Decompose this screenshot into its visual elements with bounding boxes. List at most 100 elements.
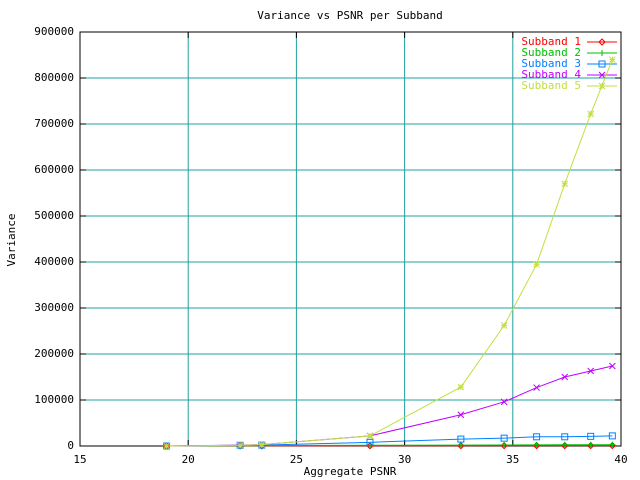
y-tick-label: 600000 bbox=[34, 163, 74, 176]
data-point bbox=[500, 398, 508, 406]
marker-stroke bbox=[533, 260, 540, 268]
x-tick-label: 15 bbox=[73, 453, 86, 466]
y-tick-label: 0 bbox=[67, 439, 74, 452]
marker-stroke bbox=[608, 362, 616, 370]
legend-marker bbox=[598, 60, 606, 68]
legend-label: Subband 3 bbox=[521, 57, 581, 70]
marker-shape bbox=[598, 60, 606, 68]
x-tick-label: 35 bbox=[506, 453, 519, 466]
marker-shape bbox=[500, 434, 508, 442]
data-point bbox=[500, 322, 508, 329]
data-point bbox=[457, 383, 465, 391]
data-point bbox=[609, 441, 616, 448]
data-point bbox=[532, 441, 541, 450]
marker-stroke bbox=[598, 71, 606, 79]
marker-stroke bbox=[533, 384, 540, 391]
data-point bbox=[587, 432, 595, 440]
marker-stroke bbox=[457, 411, 465, 419]
data-point bbox=[561, 433, 569, 441]
marker-shape bbox=[457, 442, 465, 450]
data-point bbox=[533, 384, 540, 391]
legend-label: Subband 5 bbox=[521, 79, 581, 92]
data-point bbox=[533, 441, 540, 448]
legend-marker bbox=[598, 71, 606, 79]
data-point bbox=[500, 434, 508, 442]
plot-border bbox=[79, 31, 622, 447]
data-point bbox=[366, 432, 374, 440]
data-point bbox=[457, 442, 464, 449]
data-point bbox=[533, 433, 541, 441]
data-point bbox=[366, 438, 374, 446]
marker-shape bbox=[533, 433, 541, 441]
data-point bbox=[236, 441, 244, 449]
legend-label: Subband 2 bbox=[521, 46, 581, 59]
marker-shape bbox=[500, 441, 508, 450]
y-axis-label: Variance bbox=[5, 214, 18, 267]
marker-shape bbox=[598, 38, 606, 46]
series-line bbox=[166, 444, 613, 447]
series-line bbox=[166, 365, 613, 447]
marker-stroke bbox=[500, 398, 508, 406]
marker-stroke bbox=[587, 367, 595, 375]
x-tick-label: 40 bbox=[614, 453, 627, 466]
x-axis-label: Aggregate PSNR bbox=[304, 465, 397, 478]
data-point bbox=[608, 441, 617, 450]
data-point bbox=[587, 441, 594, 448]
data-point bbox=[533, 260, 540, 268]
marker-shape bbox=[532, 441, 541, 450]
y-tick-label: 400000 bbox=[34, 255, 74, 268]
chart-title: Variance vs PSNR per Subband bbox=[257, 9, 442, 22]
data-point bbox=[457, 442, 465, 450]
legend-label: Subband 1 bbox=[521, 35, 581, 48]
marker-shape bbox=[561, 441, 569, 450]
marker-shape bbox=[561, 433, 569, 441]
data-point bbox=[457, 411, 465, 419]
marker-stroke bbox=[587, 110, 595, 118]
y-tick-label: 800000 bbox=[34, 71, 74, 84]
marker-stroke bbox=[236, 441, 244, 449]
marker-shape bbox=[608, 432, 616, 440]
data-point bbox=[586, 441, 595, 450]
data-point bbox=[561, 373, 569, 381]
x-tick-label: 25 bbox=[290, 453, 303, 466]
marker-shape bbox=[457, 435, 465, 443]
data-point bbox=[608, 362, 616, 370]
y-tick-label: 100000 bbox=[34, 393, 74, 406]
data-point bbox=[258, 441, 266, 448]
marker-shape bbox=[366, 438, 374, 446]
y-tick-label: 200000 bbox=[34, 347, 74, 360]
x-tick-label: 30 bbox=[398, 453, 411, 466]
marker-stroke bbox=[163, 442, 170, 450]
legend-marker bbox=[599, 50, 605, 56]
x-tick-label: 20 bbox=[182, 453, 195, 466]
marker-shape bbox=[587, 432, 595, 440]
legend-marker bbox=[598, 38, 606, 46]
marker-stroke bbox=[608, 56, 616, 63]
legend-label: Subband 4 bbox=[521, 68, 581, 81]
data-point bbox=[561, 441, 568, 448]
data-point bbox=[587, 367, 595, 375]
y-tick-label: 700000 bbox=[34, 117, 74, 130]
data-point bbox=[561, 180, 569, 188]
data-point bbox=[587, 110, 595, 118]
y-tick-label: 300000 bbox=[34, 301, 74, 314]
data-point bbox=[561, 441, 569, 450]
data-point bbox=[501, 441, 508, 448]
marker-shape bbox=[586, 441, 595, 450]
y-tick-label: 500000 bbox=[34, 209, 74, 222]
marker-stroke bbox=[561, 373, 569, 381]
data-point bbox=[608, 56, 616, 63]
marker-shape bbox=[608, 441, 617, 450]
marker-stroke bbox=[561, 180, 569, 188]
legend-marker bbox=[598, 82, 606, 90]
data-point bbox=[500, 441, 508, 450]
data-point bbox=[608, 432, 616, 440]
series-line bbox=[166, 59, 613, 447]
data-point bbox=[457, 435, 465, 443]
y-tick-label: 900000 bbox=[34, 25, 74, 38]
marker-stroke bbox=[500, 322, 508, 329]
marker-stroke bbox=[457, 383, 465, 391]
marker-stroke bbox=[258, 441, 266, 448]
marker-stroke bbox=[598, 82, 606, 90]
